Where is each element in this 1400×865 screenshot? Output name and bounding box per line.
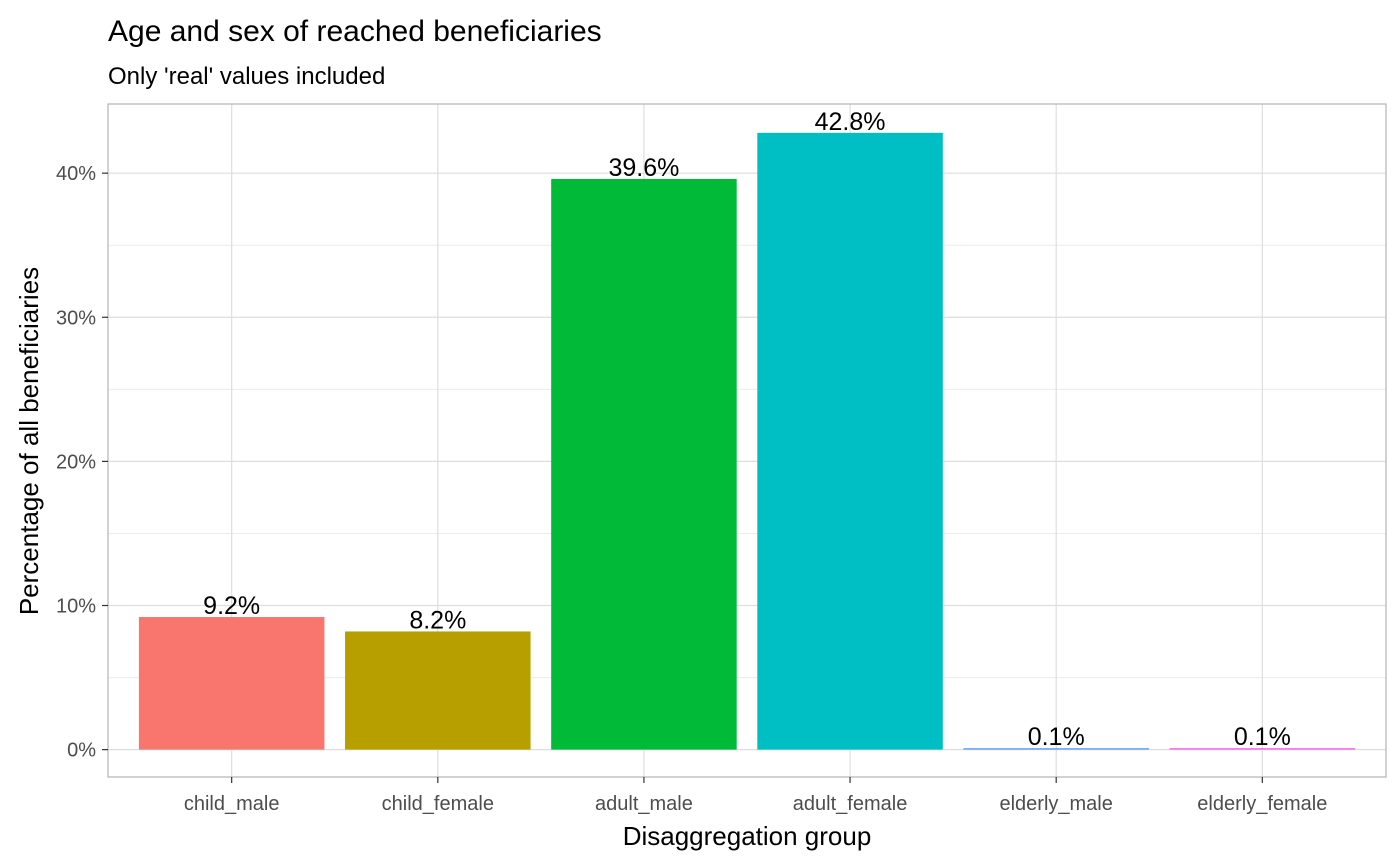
x-tick-label: elderly_female bbox=[1197, 793, 1327, 815]
y-tick-label: 30% bbox=[56, 307, 96, 329]
plot-panel-border bbox=[107, 103, 1387, 778]
bar-elderly-female bbox=[1169, 748, 1356, 750]
y-tick-label: 40% bbox=[56, 163, 96, 185]
y-axis-ticks: 0% 10% 20% 30% 40% bbox=[56, 163, 108, 762]
x-axis-title: Disaggregation group bbox=[623, 821, 872, 851]
bar-adult-male bbox=[551, 178, 737, 750]
data-labels: 9.2% 8.2% 39.6% 42.8% 0.1% 0.1% bbox=[203, 108, 1291, 751]
y-tick-label: 20% bbox=[56, 451, 96, 473]
y-tick-label: 0% bbox=[67, 740, 96, 762]
y-tick-label: 10% bbox=[56, 596, 96, 618]
x-tick-label: adult_male bbox=[595, 793, 693, 815]
x-tick-label: elderly_male bbox=[999, 793, 1112, 815]
bar-adult-female bbox=[757, 132, 943, 750]
x-tick-label: child_male bbox=[184, 793, 280, 815]
data-label: 39.6% bbox=[608, 154, 679, 182]
y-axis-title: Percentage of all beneficiaries bbox=[14, 267, 44, 615]
x-tick-label: adult_female bbox=[793, 793, 908, 815]
bar-child-male bbox=[138, 617, 325, 750]
bars bbox=[138, 132, 1356, 750]
bar-elderly-male bbox=[963, 748, 1149, 750]
data-label: 0.1% bbox=[1234, 723, 1291, 751]
data-label: 0.1% bbox=[1028, 723, 1085, 751]
x-tick-label: child_female bbox=[382, 793, 494, 815]
data-label: 9.2% bbox=[203, 592, 260, 620]
chart-title: Age and sex of reached beneficiaries bbox=[108, 15, 602, 48]
data-label: 8.2% bbox=[409, 606, 466, 634]
data-label: 42.8% bbox=[815, 108, 886, 136]
chart-subtitle: Only 'real' values included bbox=[108, 63, 385, 90]
x-axis-ticks: child_male child_female adult_male adult_fe… bbox=[184, 777, 1327, 815]
bar-child-female bbox=[345, 631, 531, 750]
